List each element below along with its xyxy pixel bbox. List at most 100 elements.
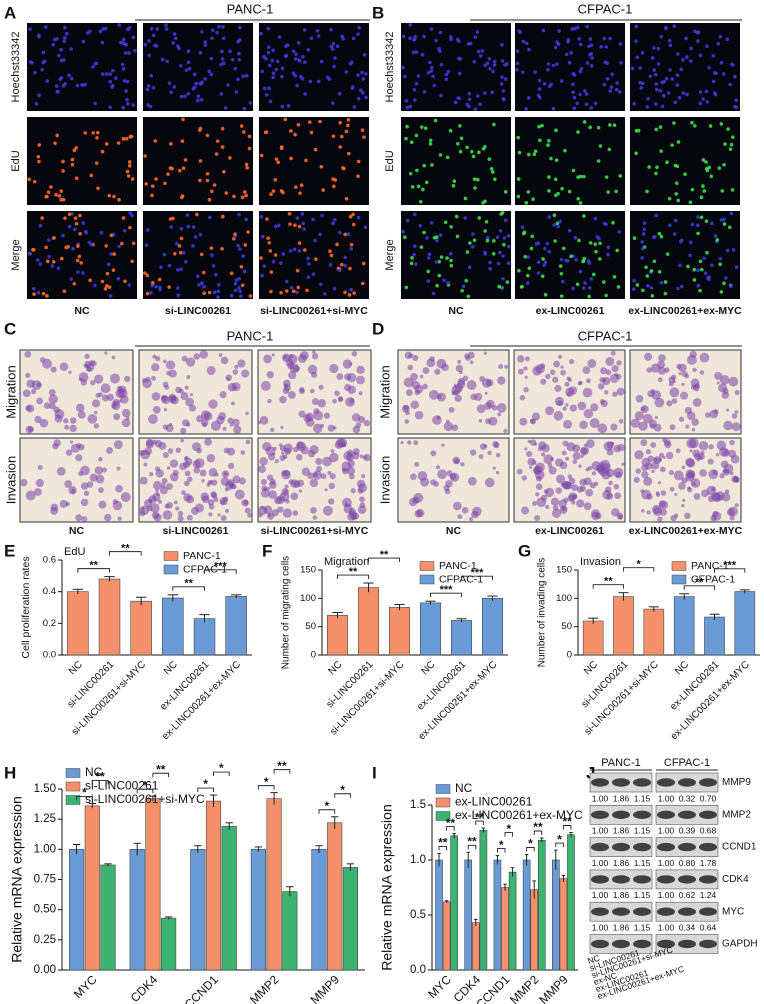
cell [414,389,421,396]
cell [272,452,276,456]
cell [352,448,360,456]
cell [417,471,428,481]
cell [273,224,278,229]
bar [67,591,89,656]
cell [684,406,693,415]
cell [263,354,272,364]
cell [116,466,121,471]
cell [119,394,129,404]
cell [585,24,589,29]
cell [80,498,89,507]
cell [162,510,173,520]
cell [268,490,277,499]
cell [657,377,663,383]
cell [650,363,661,373]
cell [211,479,218,486]
bar [567,834,575,971]
bar [508,871,517,971]
cell [244,217,249,222]
cell [319,59,324,64]
cell [645,462,653,470]
cell [178,168,182,173]
cell [96,186,100,191]
cell [578,92,582,97]
cell [604,390,609,395]
cell [689,449,693,453]
legend-label: CFPAC-1 [691,573,735,585]
cell [154,284,158,289]
cell [542,263,547,267]
cell [312,423,323,434]
cell [660,104,665,109]
cell [610,350,616,356]
cell [652,46,656,50]
cell [535,483,543,491]
cell [205,171,210,176]
cell [551,508,562,518]
cell [91,65,95,69]
cell [478,419,483,423]
cell [163,408,168,412]
cell [587,44,591,48]
cell [359,454,364,459]
cell [558,354,563,359]
cell [597,466,606,474]
cell [700,450,705,456]
cell [53,141,57,146]
cell [181,166,186,170]
cell [128,225,132,230]
cell [560,365,564,369]
cell [410,373,418,381]
cell [356,215,361,220]
cell [690,478,701,488]
cell [652,235,656,240]
cell [532,152,537,157]
cell [594,481,599,486]
band-value: 1.86 [613,922,630,932]
cell [207,480,213,485]
cell [584,443,588,447]
cell [456,96,460,100]
cell [266,371,274,379]
cell [634,411,644,421]
cell [177,515,184,522]
cell [84,360,92,368]
cell [660,490,667,496]
significance-bracket [504,832,514,837]
cell [69,424,77,433]
cell [408,23,413,27]
cell [500,211,505,215]
cell [611,221,615,225]
cell [116,385,123,392]
cell [123,279,127,284]
cell [143,154,148,158]
cell [685,55,689,59]
cell [724,276,728,280]
cell [319,164,324,169]
cell [696,223,700,228]
cell [62,58,66,62]
cell [100,383,111,394]
cell [102,394,109,402]
cell [641,508,645,513]
cell [239,294,243,298]
cell [109,373,120,384]
cell [179,250,183,255]
cell [541,28,546,33]
x-tick-label: CCND1 [182,972,221,1004]
cell [184,470,191,477]
cell [154,177,158,181]
protein-label: GAPDH [722,939,758,950]
cell [305,288,309,293]
cell [201,495,210,504]
cell [108,105,112,110]
cell [91,131,96,135]
cell [674,492,678,496]
cell [619,60,623,65]
cell [560,279,565,284]
cell [410,185,415,189]
significance-bracket [467,844,477,850]
cell [321,188,325,192]
cell [465,250,470,254]
cell [236,243,240,248]
